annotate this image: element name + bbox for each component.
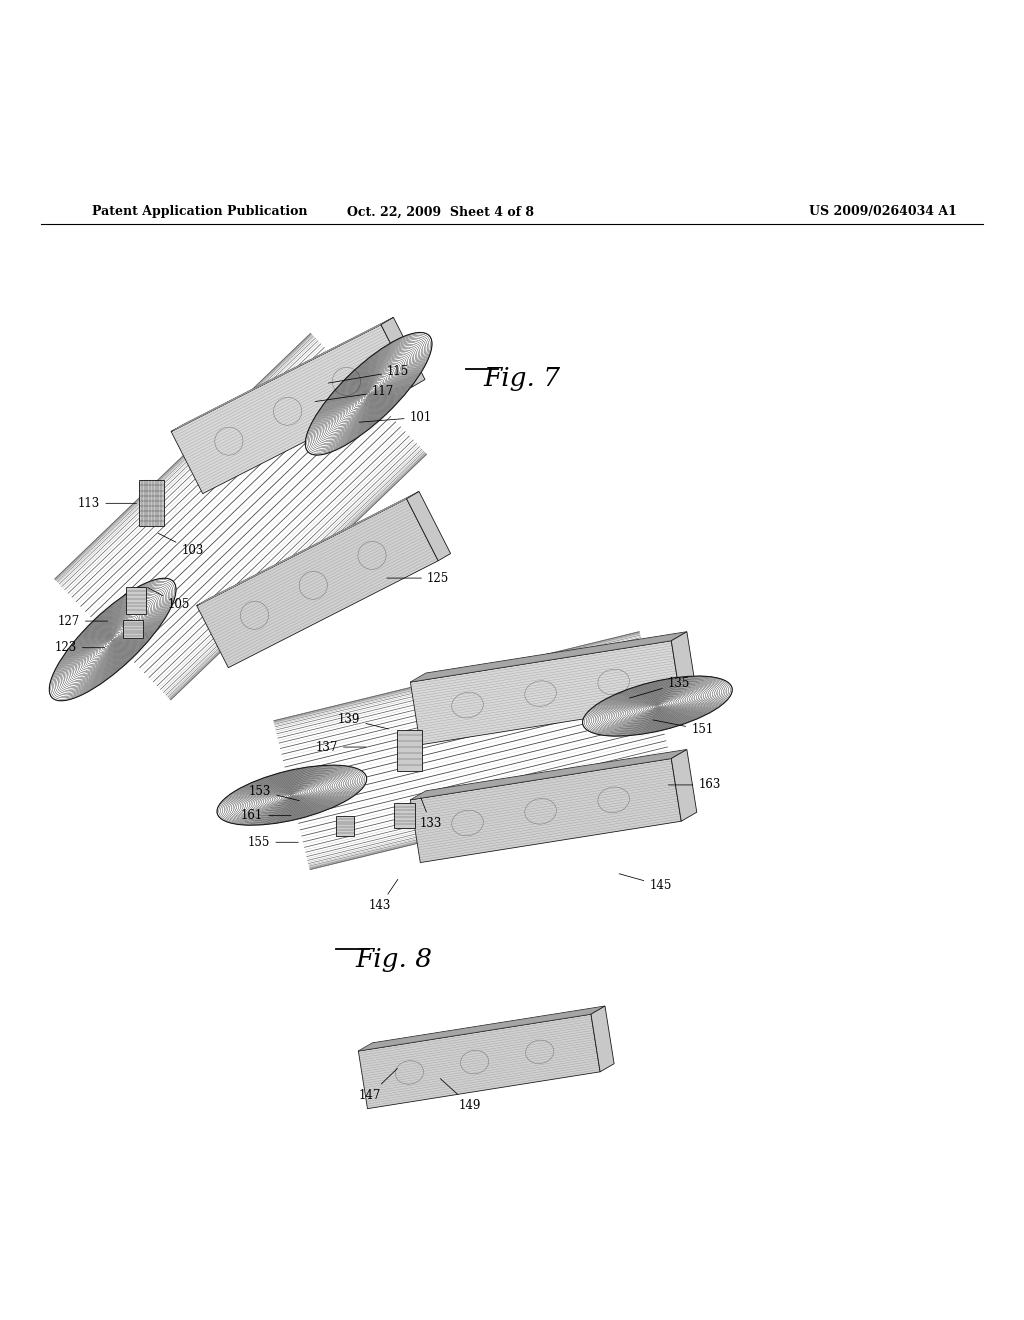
Text: 133: 133 bbox=[420, 797, 442, 830]
Ellipse shape bbox=[49, 578, 176, 701]
Text: 155: 155 bbox=[248, 836, 298, 849]
Text: 123: 123 bbox=[54, 642, 104, 655]
Text: 149: 149 bbox=[440, 1078, 481, 1111]
Text: Fig. 8: Fig. 8 bbox=[355, 946, 433, 972]
Polygon shape bbox=[171, 325, 413, 494]
Text: 105: 105 bbox=[147, 587, 190, 611]
Text: 103: 103 bbox=[158, 533, 204, 557]
Ellipse shape bbox=[217, 766, 367, 825]
Text: 163: 163 bbox=[669, 779, 721, 792]
Polygon shape bbox=[411, 759, 681, 862]
Polygon shape bbox=[336, 816, 354, 836]
Polygon shape bbox=[381, 317, 425, 387]
Polygon shape bbox=[411, 750, 687, 800]
Polygon shape bbox=[139, 480, 164, 527]
Text: 115: 115 bbox=[329, 364, 410, 383]
Text: 137: 137 bbox=[315, 741, 366, 754]
Text: 147: 147 bbox=[358, 1068, 397, 1102]
Polygon shape bbox=[358, 1006, 605, 1051]
Text: 145: 145 bbox=[620, 874, 672, 892]
Polygon shape bbox=[123, 620, 143, 639]
Polygon shape bbox=[397, 730, 422, 771]
Text: 113: 113 bbox=[78, 496, 136, 510]
Text: 101: 101 bbox=[359, 411, 432, 424]
Polygon shape bbox=[126, 587, 146, 614]
Text: 161: 161 bbox=[241, 809, 291, 822]
Text: 127: 127 bbox=[57, 615, 108, 627]
Text: 151: 151 bbox=[653, 719, 714, 737]
Text: Fig. 7: Fig. 7 bbox=[483, 366, 561, 391]
Text: 143: 143 bbox=[369, 879, 397, 912]
Polygon shape bbox=[171, 317, 393, 432]
Polygon shape bbox=[394, 804, 415, 828]
Polygon shape bbox=[407, 491, 451, 561]
Text: Oct. 22, 2009  Sheet 4 of 8: Oct. 22, 2009 Sheet 4 of 8 bbox=[347, 206, 534, 219]
Polygon shape bbox=[411, 640, 681, 744]
Polygon shape bbox=[411, 632, 687, 682]
Text: 139: 139 bbox=[338, 713, 388, 729]
Text: 135: 135 bbox=[630, 677, 690, 698]
Polygon shape bbox=[197, 499, 438, 668]
Polygon shape bbox=[672, 750, 696, 821]
Polygon shape bbox=[672, 632, 696, 704]
Ellipse shape bbox=[583, 676, 732, 737]
Polygon shape bbox=[197, 491, 419, 606]
Polygon shape bbox=[358, 1014, 600, 1109]
Text: 125: 125 bbox=[387, 572, 450, 585]
Polygon shape bbox=[591, 1006, 614, 1072]
Text: Patent Application Publication: Patent Application Publication bbox=[92, 206, 307, 219]
Text: 117: 117 bbox=[315, 385, 394, 401]
Text: 153: 153 bbox=[249, 784, 299, 801]
Text: US 2009/0264034 A1: US 2009/0264034 A1 bbox=[809, 206, 956, 219]
Ellipse shape bbox=[305, 333, 432, 455]
